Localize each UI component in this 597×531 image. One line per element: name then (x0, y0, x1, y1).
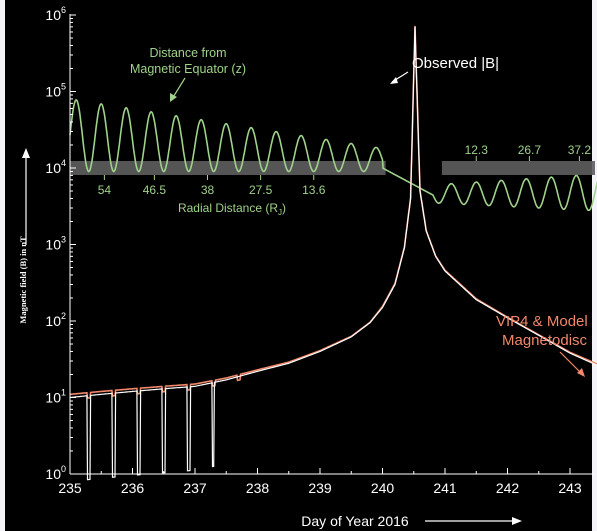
model-arrow (559, 351, 583, 375)
model-label-line2: Magnetodisc (502, 332, 588, 349)
y-label-arrowhead (22, 148, 30, 158)
y-tick-exponent: 6 (61, 5, 66, 15)
radial-distance-value: 13.6 (302, 183, 326, 197)
axes: 2352362372382392402412422432441001011021… (45, 5, 595, 496)
y-axis-label: Magnetic field (B) in nT (18, 236, 28, 324)
band-left (70, 161, 386, 175)
observed-label: Observed |B| (412, 55, 499, 72)
series-layer (22, 25, 597, 525)
x-tick-label: 236 (121, 480, 145, 496)
radial-distance-label-main: Radial Distance (R (178, 201, 278, 215)
observed-b-line (69, 26, 597, 481)
x-tick-label: 237 (183, 480, 207, 496)
radial-distance-value: 46.5 (143, 183, 167, 197)
y-tick-base: 10 (45, 237, 61, 253)
y-tick-base: 10 (45, 7, 61, 23)
model-label-line1: VIP4 & Model (496, 313, 588, 330)
radial-distance-value: 38 (201, 183, 215, 197)
radial-distance-label-sub: J (278, 208, 282, 217)
y-tick-base: 10 (45, 160, 61, 176)
radial-distance-label-end: ) (282, 201, 286, 215)
y-tick-exponent: 2 (61, 311, 66, 321)
x-axis-label: Day of Year 2016 (301, 513, 409, 529)
x-label-arrowhead (512, 517, 522, 525)
y-tick-exponent: 1 (61, 388, 66, 398)
y-tick-label: 104 (45, 158, 66, 176)
left-page-strip (0, 0, 5, 531)
radial-distance-label: Radial Distance (RJ) (178, 201, 286, 217)
y-tick-label: 102 (45, 311, 66, 329)
x-tick-label: 243 (558, 480, 582, 496)
y-tick-label: 103 (45, 235, 66, 253)
x-tick-label: 240 (371, 480, 395, 496)
y-tick-base: 10 (45, 313, 61, 329)
model-arrowhead (577, 368, 585, 377)
band-right (441, 161, 595, 175)
z-label-line2: Magnetic Equator (z) (130, 62, 246, 76)
y-tick-exponent: 3 (61, 235, 66, 245)
radial-distance-value: 27.5 (249, 183, 273, 197)
labels: Observed |B| Distance from Magnetic Equa… (18, 46, 588, 529)
x-tick-label: 238 (246, 480, 270, 496)
y-tick-base: 10 (45, 390, 61, 406)
y-tick-base: 10 (45, 466, 61, 482)
z-distance-line (69, 98, 597, 212)
y-tick-exponent: 0 (61, 464, 66, 474)
x-tick-label: 239 (308, 480, 332, 496)
radial-distance-value: 26.7 (518, 143, 542, 157)
right-page-strip (592, 0, 597, 531)
radial-distance-value: 54 (98, 183, 112, 197)
x-tick-label: 242 (496, 480, 520, 496)
radial-distance-value: 37.2 (568, 143, 592, 157)
y-tick-base: 10 (45, 84, 61, 100)
y-tick-label: 101 (45, 388, 66, 406)
x-tick-label: 241 (433, 480, 457, 496)
z-label-line1: Distance from (149, 46, 226, 60)
y-tick-label: 105 (45, 82, 66, 100)
y-tick-label: 100 (45, 464, 66, 482)
x-tick-label: 235 (58, 480, 82, 496)
radial-distance-value: 12.3 (465, 143, 489, 157)
observed-arrowhead (390, 77, 398, 84)
y-tick-label: 106 (45, 5, 66, 23)
z-arrowhead (170, 93, 177, 102)
y-tick-exponent: 5 (61, 82, 66, 92)
y-tick-exponent: 4 (61, 158, 66, 168)
